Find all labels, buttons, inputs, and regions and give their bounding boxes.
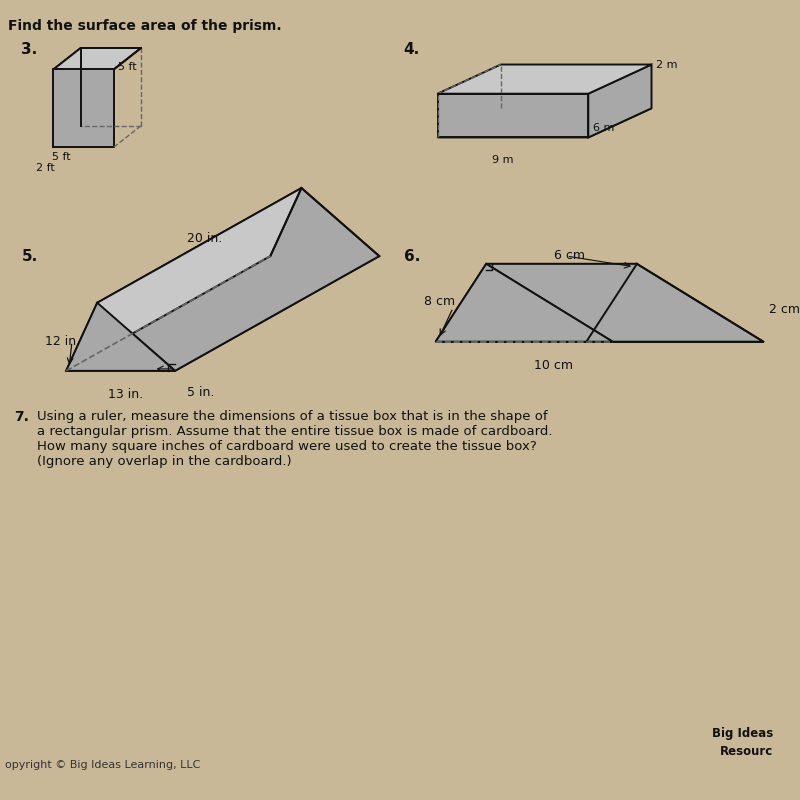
Text: 4.: 4. [403, 42, 420, 57]
Text: 5 in.: 5 in. [186, 386, 214, 399]
Text: 12 in.: 12 in. [45, 335, 80, 348]
Text: 20 in.: 20 in. [186, 232, 222, 245]
Text: 8 cm: 8 cm [424, 295, 455, 308]
Text: 5 ft: 5 ft [52, 152, 70, 162]
Polygon shape [54, 70, 114, 147]
Polygon shape [66, 188, 302, 371]
Text: opyright © Big Ideas Learning, LLC: opyright © Big Ideas Learning, LLC [5, 759, 200, 770]
Polygon shape [486, 264, 763, 342]
Polygon shape [436, 264, 613, 342]
Polygon shape [438, 94, 588, 138]
Text: 5 ft: 5 ft [118, 62, 136, 72]
Text: 6 cm: 6 cm [554, 250, 585, 262]
Text: 10 cm: 10 cm [534, 359, 573, 372]
Polygon shape [54, 48, 141, 70]
Text: Big Ideas
Resourc: Big Ideas Resourc [712, 727, 773, 758]
Polygon shape [66, 302, 175, 371]
Polygon shape [436, 264, 637, 342]
Polygon shape [438, 65, 651, 94]
Text: 2 m: 2 m [656, 60, 678, 70]
Text: 2 ft: 2 ft [36, 162, 55, 173]
Text: 13 in.: 13 in. [108, 388, 143, 402]
Text: 9 m: 9 m [493, 155, 514, 165]
Polygon shape [588, 65, 651, 138]
Polygon shape [54, 48, 81, 147]
Text: 6 m: 6 m [593, 123, 614, 133]
Polygon shape [438, 108, 651, 138]
Text: Find the surface area of the prism.: Find the surface area of the prism. [8, 19, 282, 33]
Polygon shape [66, 256, 379, 371]
Text: 3.: 3. [22, 42, 38, 57]
Polygon shape [98, 188, 379, 371]
Text: Using a ruler, measure the dimensions of a tissue box that is in the shape of
a : Using a ruler, measure the dimensions of… [37, 410, 553, 468]
Text: 2 cm: 2 cm [769, 302, 800, 316]
Text: 7.: 7. [14, 410, 30, 424]
Text: 6.: 6. [403, 250, 420, 264]
Text: 5.: 5. [22, 250, 38, 264]
